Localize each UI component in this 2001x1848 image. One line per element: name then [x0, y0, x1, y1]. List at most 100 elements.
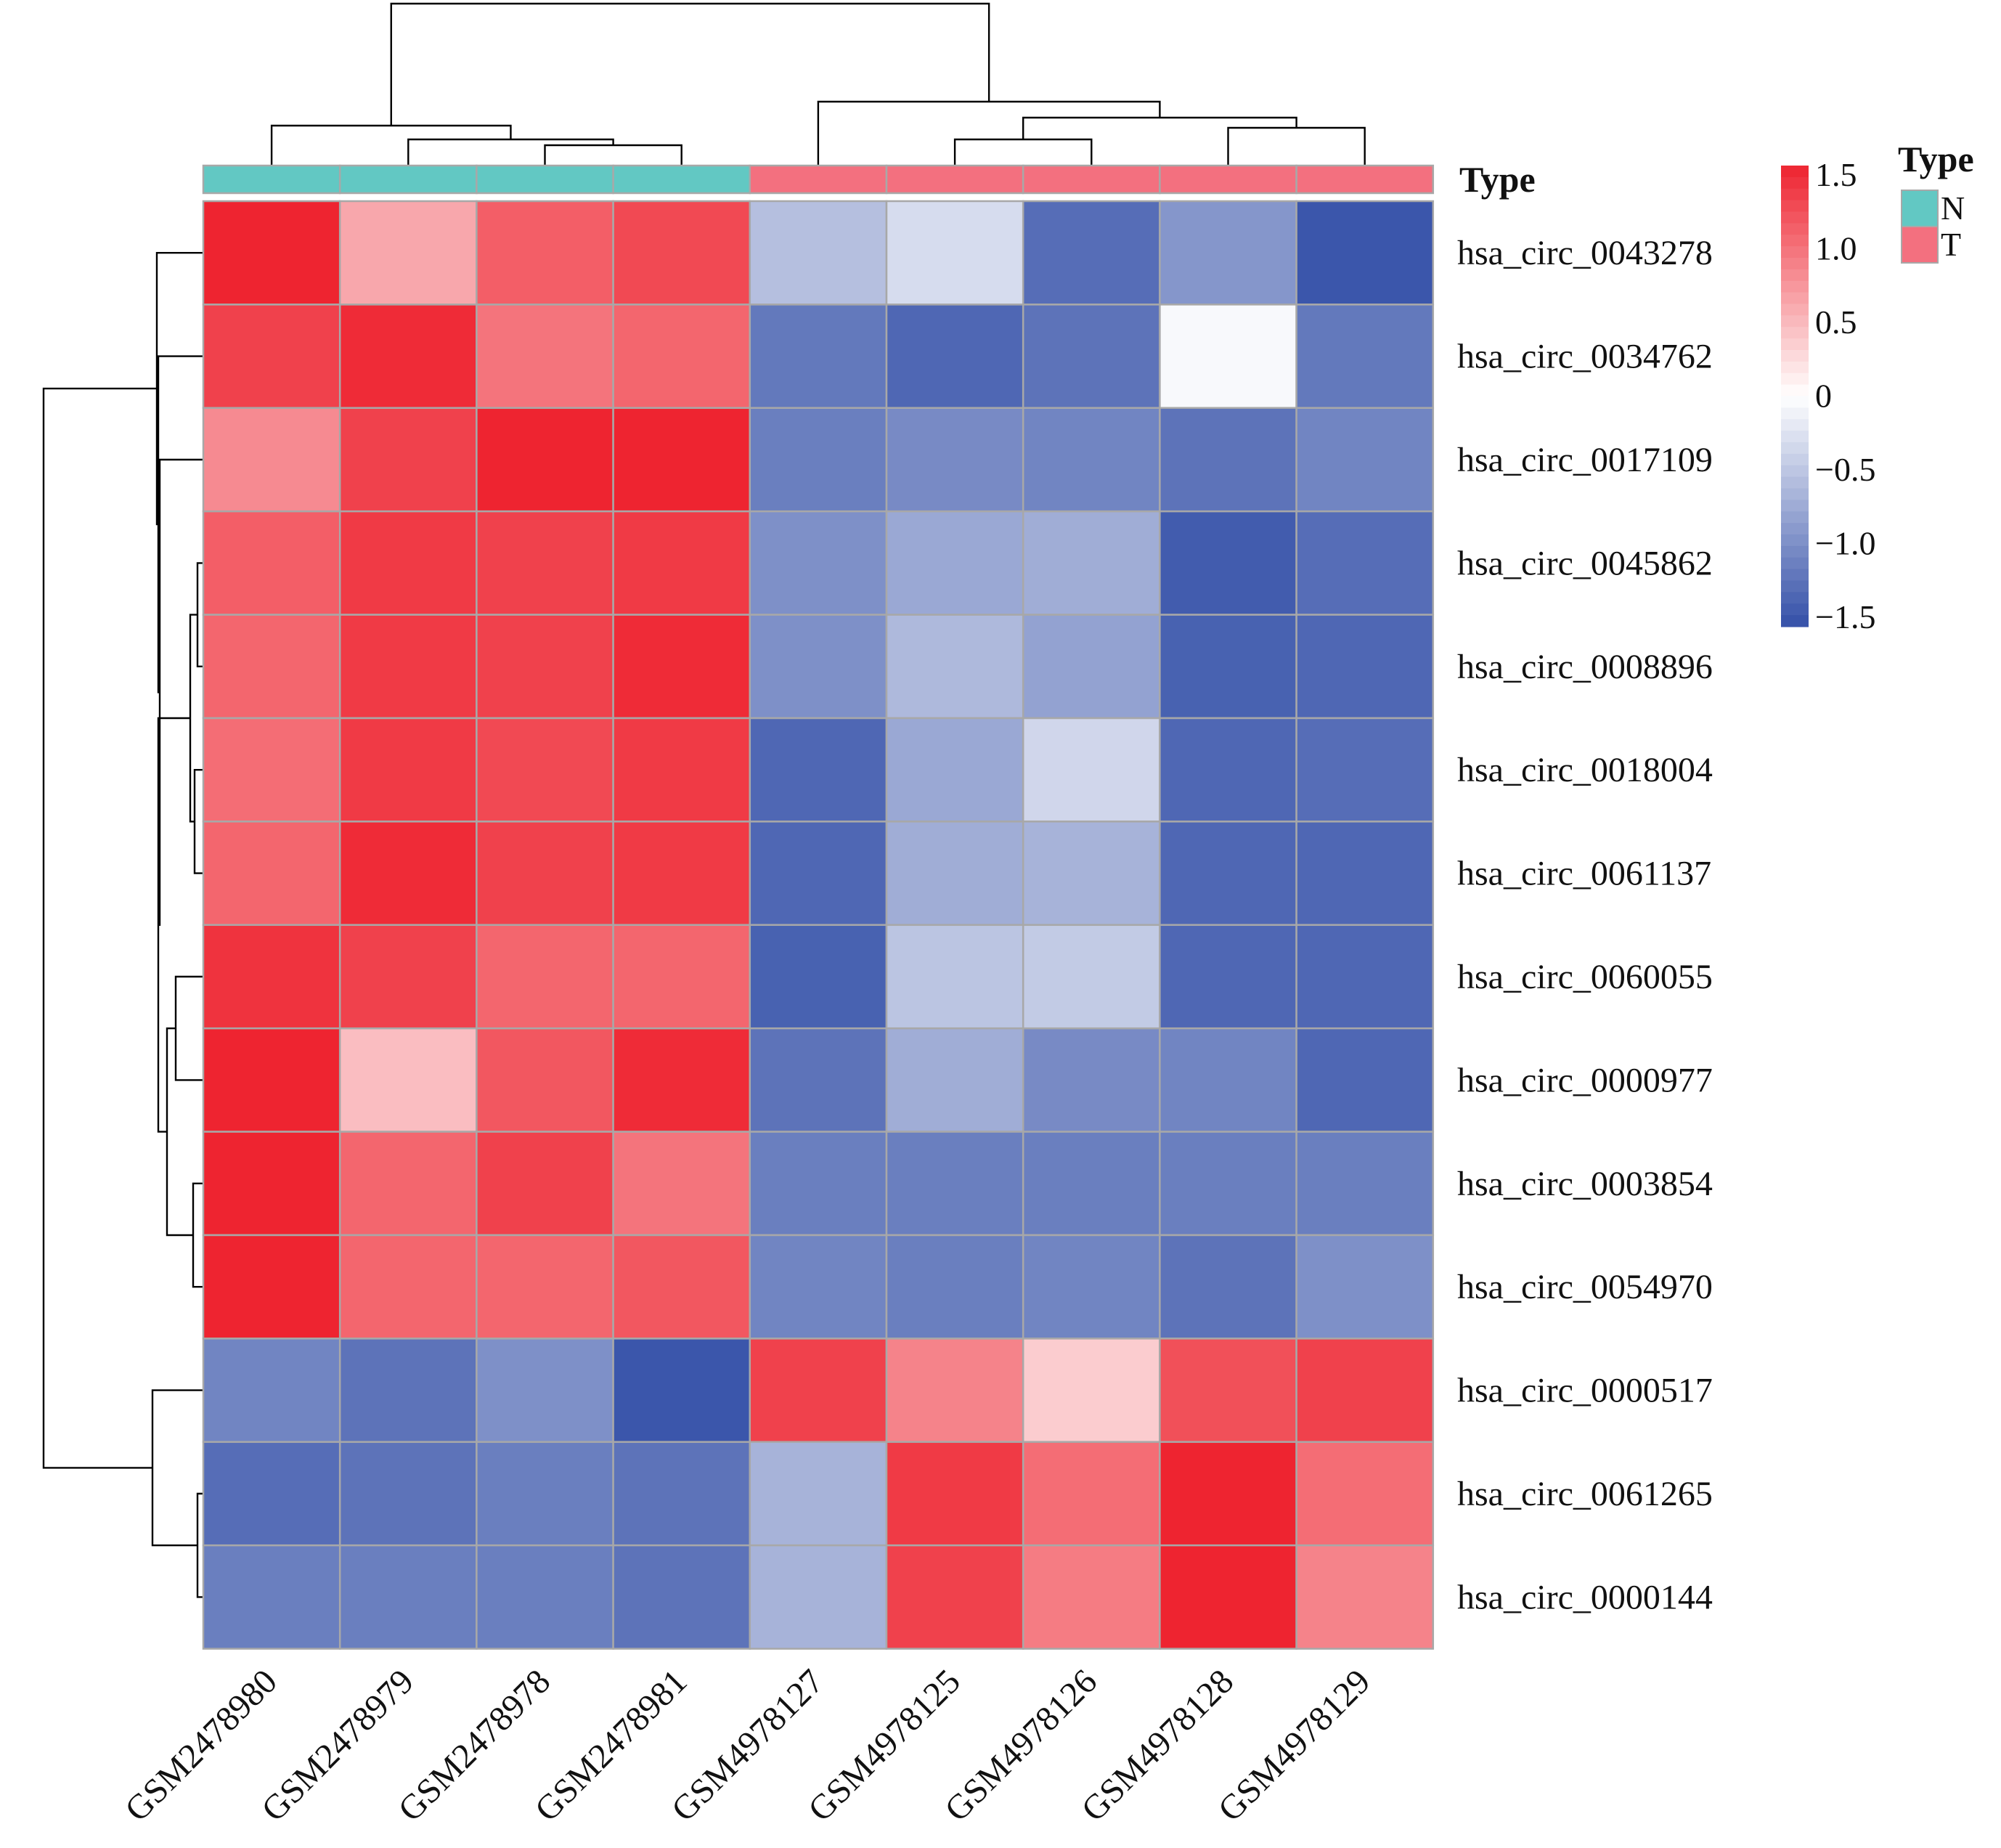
heatmap-cell [1022, 1027, 1161, 1133]
heatmap-cell [338, 407, 478, 513]
colorbar-segment [1781, 569, 1809, 582]
row-label: hsa_circ_0054970 [1457, 1268, 1713, 1306]
row-label: hsa_circ_0045862 [1457, 544, 1713, 582]
heatmap-cell [885, 924, 1024, 1030]
row-label: hsa_circ_0008896 [1457, 648, 1713, 686]
heatmap-cell [1159, 304, 1297, 410]
heatmap-cell [202, 200, 341, 306]
heatmap-cell [885, 1544, 1024, 1650]
heatmap-cell [885, 821, 1024, 927]
colorbar-segment [1781, 373, 1809, 386]
type-legend-swatch [1901, 226, 1939, 264]
dendrogram-branch [157, 355, 203, 693]
heatmap-cell [1022, 821, 1161, 927]
heatmap-cell [612, 1441, 751, 1547]
heatmap-cell [749, 510, 888, 616]
colorbar-segment [1781, 166, 1809, 178]
heatmap-cell [612, 1234, 751, 1340]
colorbar-segment [1781, 442, 1809, 455]
heatmap-cell [338, 1441, 478, 1547]
colorbar-tick-label: 0.5 [1815, 304, 1857, 341]
colorbar-segment [1781, 557, 1809, 570]
type-legend: Type NT [1898, 139, 1974, 264]
heatmap-cell [1295, 717, 1435, 823]
heatmap-cell [612, 1338, 751, 1444]
heatmap-cell [202, 1234, 341, 1340]
heatmap-cell [338, 1234, 478, 1340]
heatmap-cell [338, 924, 478, 1030]
colorbar-tick-label: 0 [1815, 378, 1832, 415]
heatmap-cell [612, 1544, 751, 1650]
colorbar-segment [1781, 603, 1809, 616]
heatmap-cell [1295, 200, 1435, 306]
colorbar-tick-label: −0.5 [1815, 451, 1875, 488]
heatmap-cell [338, 510, 478, 616]
colorbar-segment [1781, 407, 1809, 420]
heatmap-cell [749, 821, 888, 927]
heatmap-cell [1159, 1027, 1297, 1133]
heatmap-cell [1022, 510, 1161, 616]
row-label: hsa_circ_0060055 [1457, 958, 1713, 996]
heatmap-cell [885, 1027, 1024, 1133]
heatmap-cell [885, 717, 1024, 823]
dendrogram-branch [953, 138, 1093, 166]
heatmap-cell [1295, 1338, 1435, 1444]
heatmap-cell [1159, 407, 1297, 513]
heatmap-cell [1295, 510, 1435, 616]
colorbar-tick-label: −1.5 [1815, 598, 1875, 635]
row-label: hsa_circ_0000977 [1457, 1061, 1713, 1099]
heatmap-cell [749, 1234, 888, 1340]
heatmap-cell [1295, 407, 1435, 513]
heatmap-cell [338, 1338, 478, 1444]
heatmap-cell [1022, 1338, 1161, 1444]
heatmap-cell [338, 821, 478, 927]
heatmap-cell [338, 1027, 478, 1133]
row-dendrogram [42, 252, 203, 1598]
colorbar-segment [1781, 327, 1809, 339]
heatmap-cell [749, 924, 888, 1030]
heatmap-cell [885, 1131, 1024, 1237]
heatmap-cell [202, 1027, 341, 1133]
colorbar-segment [1781, 292, 1809, 305]
heatmap-cell [476, 717, 614, 823]
heatmap-cell [202, 924, 341, 1030]
dendrogram-branch [390, 2, 990, 126]
annotation-cell [476, 164, 614, 195]
heatmap-cell [1159, 924, 1297, 1030]
dendrogram-branch [151, 1389, 203, 1547]
heatmap-cell [1022, 1234, 1161, 1340]
colorbar-segment [1781, 465, 1809, 478]
colorbar-segment [1781, 384, 1809, 397]
column-labels: GSM2478980GSM2478979GSM2478978GSM2478981… [118, 1662, 1377, 1829]
colorbar-segment [1781, 431, 1809, 443]
colorbar-segment [1781, 223, 1809, 235]
row-label: hsa_circ_0000144 [1457, 1578, 1713, 1616]
colorbar-segment [1781, 488, 1809, 500]
annotation-cell [202, 164, 341, 195]
heatmap-cell [202, 407, 341, 513]
colorbar-tick-label: −1.0 [1815, 525, 1875, 562]
dendrogram-branch [174, 975, 203, 1081]
heatmap-cell [749, 1027, 888, 1133]
row-label: hsa_circ_0017109 [1457, 441, 1713, 479]
heatmap-cell [338, 717, 478, 823]
heatmap-cell [202, 1544, 341, 1650]
heatmap-cell [338, 1131, 478, 1237]
heatmap-cell [202, 510, 341, 616]
colorbar-segment [1781, 592, 1809, 604]
colorbar-segment [1781, 511, 1809, 524]
heatmap-cell [1159, 1441, 1297, 1547]
heatmap-cell [1295, 821, 1435, 927]
colorbar-segment [1781, 419, 1809, 431]
heatmap-cell [202, 717, 341, 823]
colorbar-tick-label: 1.0 [1815, 230, 1857, 267]
column-dendrogram [270, 2, 1366, 166]
heatmap-cell [749, 304, 888, 410]
heatmap-cell [749, 200, 888, 306]
heatmap-cell [1022, 924, 1161, 1030]
colorbar-segment [1781, 545, 1809, 558]
heatmap-cell [202, 821, 341, 927]
heatmap-cell [1022, 200, 1161, 306]
heatmap-cell [885, 1234, 1024, 1340]
